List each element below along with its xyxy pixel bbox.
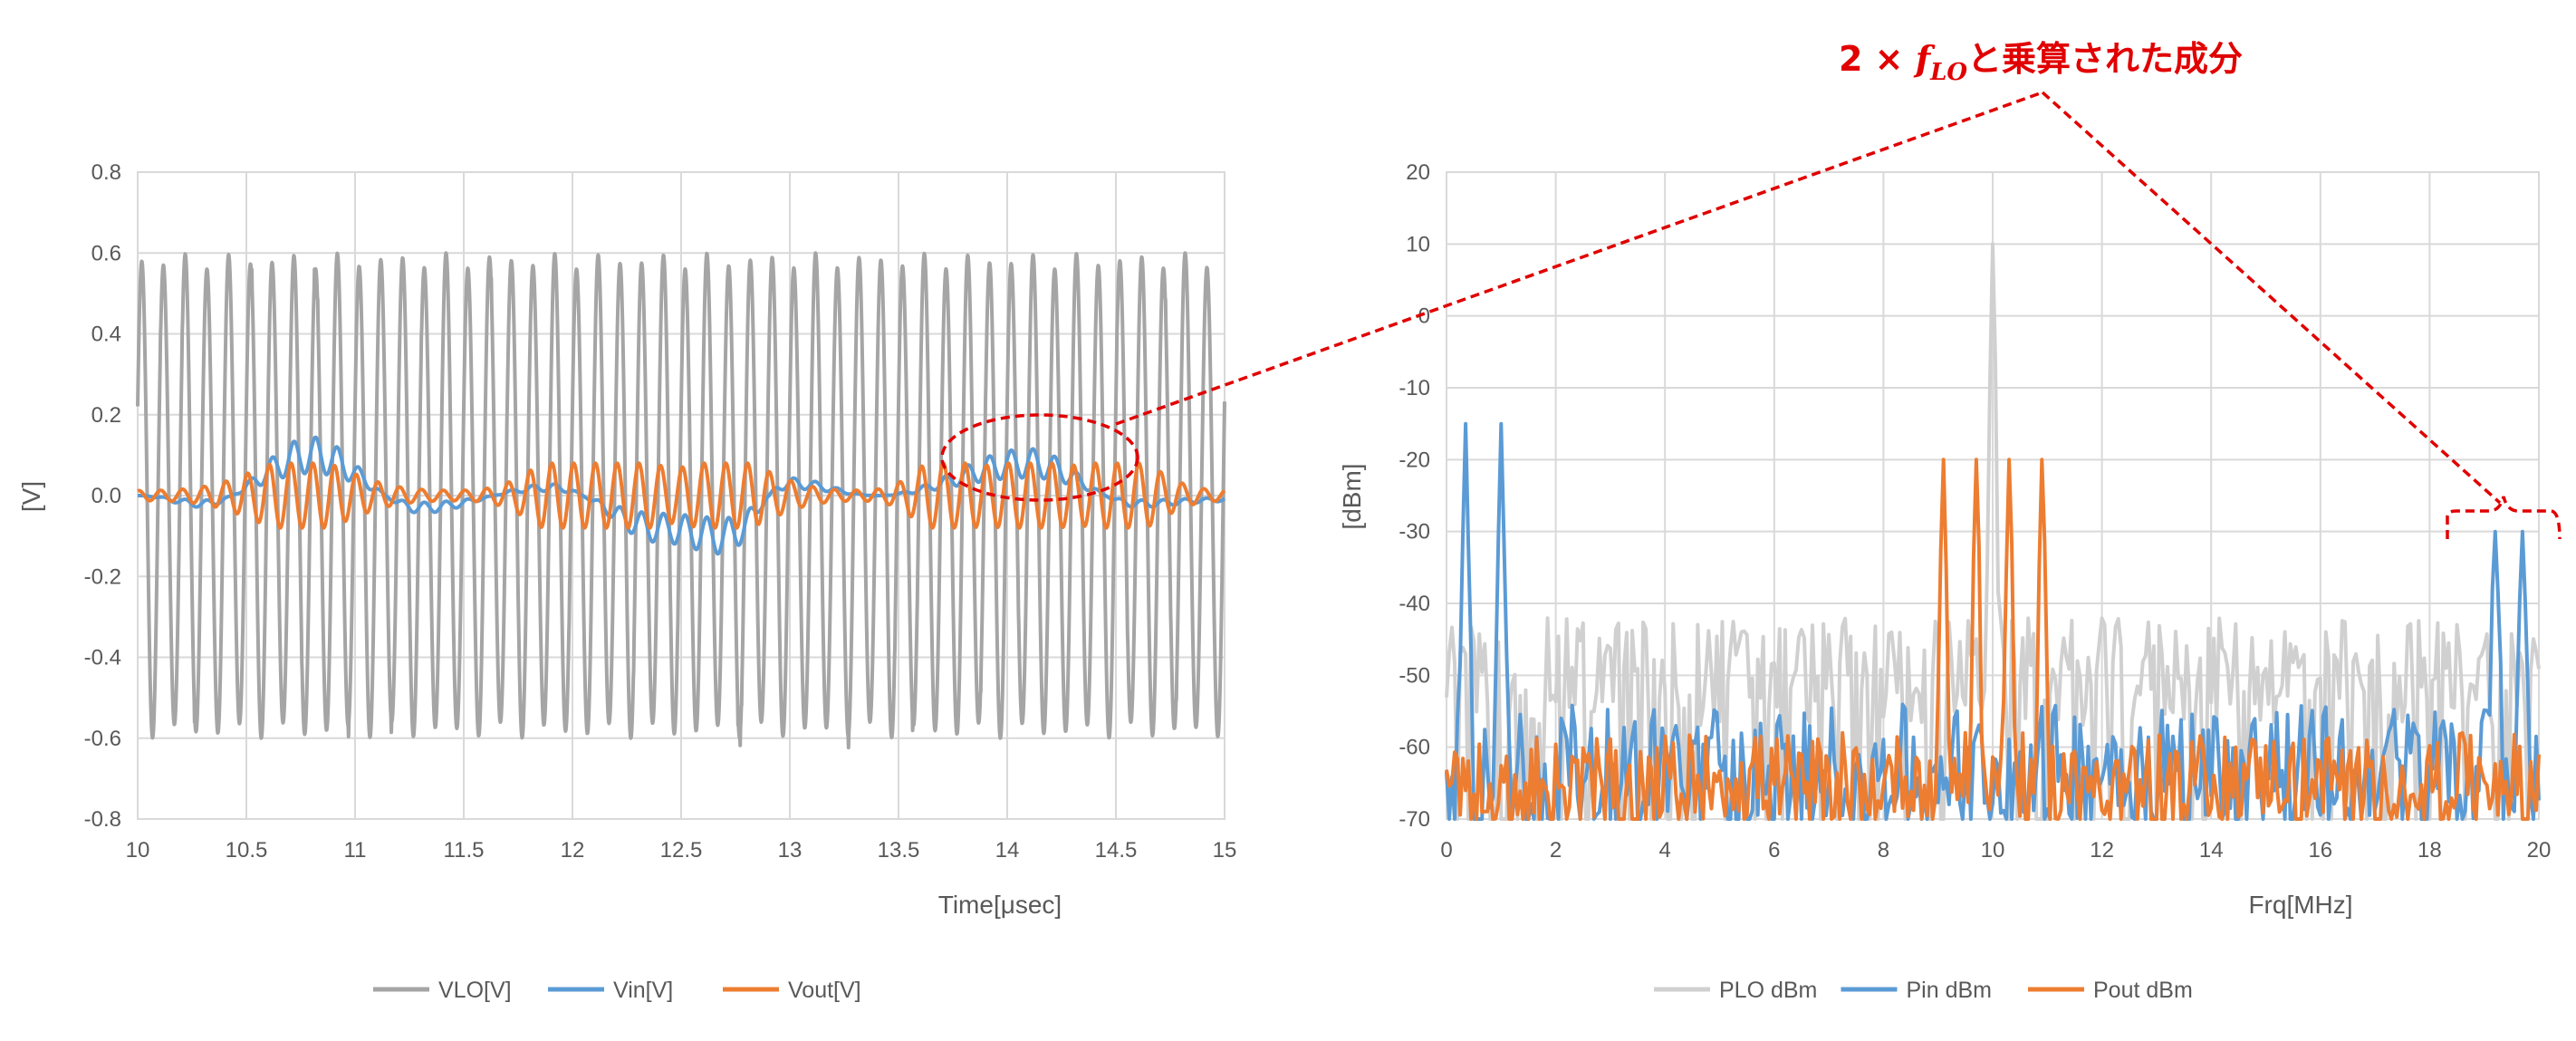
x-tick-label: 13	[778, 838, 803, 863]
spectrum-chart: 20 10 0 -10 -20 -30 -40 -50 -60 -70 0 2 4 6 8 10 12 14 16…	[1338, 160, 2551, 1003]
annotation-subscript: LO	[1929, 59, 1967, 86]
legend-label: VLO[V]	[438, 978, 512, 1003]
y-tick-label: 0.4	[91, 323, 121, 347]
y-tick-label: -40	[1399, 592, 1430, 616]
y-tick-label: -0.8	[84, 807, 121, 832]
series-line-2	[136, 461, 1226, 530]
series-line-0	[136, 251, 1226, 750]
x-tick-label: 16	[2308, 838, 2332, 863]
callout-line-right	[2041, 91, 2502, 505]
x-tick-label: 14	[2199, 838, 2224, 863]
x-tick-label: 13.5	[878, 838, 920, 863]
x-tick-label: 6	[1768, 838, 1780, 863]
y-tick-label: 0.2	[91, 403, 121, 428]
time-domain-legend: VLO[V] Vin[V] Vout[V]	[373, 978, 861, 1003]
x-tick-label: 11	[344, 838, 367, 863]
y-tick-label: -20	[1399, 448, 1430, 472]
y-tick-label: -70	[1399, 807, 1430, 832]
spectrum-x-ticks: 0 2 4 6 8 10 12 14 16 18 20	[1440, 838, 2551, 863]
spectrum-series	[1445, 242, 2541, 821]
x-tick-label: 15	[1213, 838, 1237, 863]
y-tick-label: -10	[1399, 376, 1430, 400]
legend-label: PLO dBm	[1719, 978, 1817, 1003]
y-tick-label: 0.8	[91, 160, 121, 185]
x-tick-label: 10.5	[226, 838, 268, 863]
multiplied-component-annotation: 2 × fLOと乗算された成分	[940, 38, 2562, 540]
x-tick-label: 2	[1550, 838, 1562, 863]
x-tick-label: 12.5	[660, 838, 703, 863]
y-tick-label: -50	[1399, 663, 1430, 688]
x-tick-label: 11.5	[444, 838, 485, 863]
voltage-axis-title: [V]	[17, 481, 45, 512]
x-tick-label: 12	[561, 838, 585, 863]
x-tick-label: 0	[1440, 838, 1452, 863]
legend-label: Pout dBm	[2093, 978, 2193, 1003]
callout-line-left	[1115, 91, 2043, 426]
legend-label: Pin dBm	[1907, 978, 1992, 1003]
power-axis-title: [dBm]	[1338, 463, 1366, 529]
annotation-label: 2 × fLOと乗算された成分	[1839, 38, 2243, 86]
time-domain-series	[136, 251, 1226, 750]
series-line-2	[1445, 458, 2541, 821]
y-tick-label: 0	[1418, 304, 1430, 329]
y-tick-label: -0.2	[84, 564, 121, 589]
x-tick-label: 18	[2417, 838, 2442, 863]
series-line-1	[136, 435, 1226, 556]
y-tick-label: 0.0	[91, 484, 121, 508]
x-tick-label: 12	[2090, 838, 2114, 863]
x-tick-label: 8	[1878, 838, 1889, 863]
x-tick-label: 14	[995, 838, 1020, 863]
spectrum-legend: PLO dBm Pin dBm Pout dBm	[1654, 978, 2193, 1003]
y-tick-label: 0.6	[91, 241, 121, 265]
x-tick-label: 10	[126, 838, 150, 863]
x-tick-label: 10	[1981, 838, 2005, 863]
time-domain-chart: 0.8 0.6 0.4 0.2 0.0 -0.2 -0.4 -0.6 -0.8 10 10.5 11…	[17, 160, 1236, 1003]
x-tick-label: 20	[2527, 838, 2552, 863]
time-domain-y-ticks: 0.8 0.6 0.4 0.2 0.0 -0.2 -0.4 -0.6 -0.8	[84, 160, 121, 832]
highlight-ellipse	[940, 413, 1139, 502]
annotation-suffix: と乗算された成分	[1967, 39, 2243, 79]
y-tick-label: -0.4	[84, 646, 121, 670]
y-tick-label: 20	[1406, 160, 1430, 185]
y-tick-label: -0.6	[84, 727, 121, 751]
legend-label: Vin[V]	[613, 978, 673, 1003]
frequency-axis-title: Frq[MHz]	[2248, 891, 2352, 919]
y-tick-label: -30	[1399, 520, 1430, 545]
x-tick-label: 4	[1659, 838, 1671, 863]
y-tick-label: 10	[1406, 232, 1430, 256]
x-tick-label: 14.5	[1095, 838, 1138, 863]
annotation-prefix: 2 ×	[1839, 39, 1916, 79]
time-domain-x-ticks: 10 10.5 11 11.5 12 12.5 13 13.5 14 14.5 15	[126, 838, 1237, 863]
time-axis-title: Time[μsec]	[938, 891, 1062, 919]
y-tick-label: -60	[1399, 736, 1430, 760]
spectrum-y-ticks: 20 10 0 -10 -20 -30 -40 -50 -60 -70	[1399, 160, 1430, 832]
legend-label: Vout[V]	[788, 978, 861, 1003]
bracket-brace	[2446, 496, 2562, 540]
